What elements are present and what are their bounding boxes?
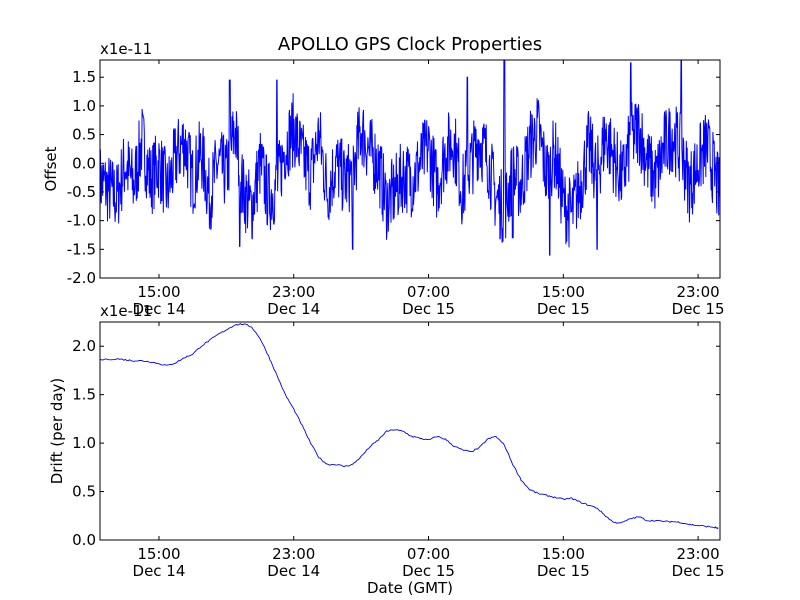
offset-plot-xtick-date-label: Dec 15	[672, 300, 725, 318]
offset-plot-ytick-label: 0.5	[72, 126, 96, 144]
drift-plot-frame	[99, 321, 721, 541]
offset-plot-xtick-date-label: Dec 14	[133, 300, 186, 318]
drift-plot-ytick-label: 0.0	[72, 531, 96, 549]
drift-plot-xtick-time-label: 23:00	[676, 545, 719, 563]
offset-plot-scale-label: x1e-11	[100, 40, 152, 58]
drift-plot-ytick-label: 2.0	[72, 337, 96, 355]
offset-plot-xtick-time-label: 23:00	[676, 283, 719, 301]
drift-plot-xtick-time-label: 07:00	[407, 545, 450, 563]
drift-plot-xtick-time-label: 23:00	[272, 545, 315, 563]
offset-plot-ylabel: Offset	[42, 146, 60, 191]
offset-plot-xtick-time-label: 15:00	[542, 283, 585, 301]
drift-plot-xtick-time-label: 15:00	[137, 545, 180, 563]
drift-plot-series-line	[100, 323, 719, 530]
offset-plot-xtick-date-label: Dec 15	[402, 300, 455, 318]
drift-plot-ytick-label: 1.0	[72, 434, 96, 452]
offset-plot-xtick-date-label: Dec 14	[267, 300, 320, 318]
offset-plot-xtick-time-label: 07:00	[407, 283, 450, 301]
offset-plot-xtick-time-label: 15:00	[137, 283, 180, 301]
offset-plot-xtick-time-label: 23:00	[272, 283, 315, 301]
offset-plot-frame	[99, 59, 721, 279]
offset-plot-ytick-label: 0.0	[72, 154, 96, 172]
drift-plot-ytick-label: 1.5	[72, 386, 96, 404]
drift-plot-xtick-date-label: Dec 15	[402, 562, 455, 580]
figure-title: APOLLO GPS Clock Properties	[278, 34, 542, 55]
drift-plot-ylabel: Drift (per day)	[48, 378, 66, 485]
drift-plot-scale-label: x1e-11	[100, 302, 152, 320]
offset-plot-ytick-label: -1.5	[67, 240, 96, 258]
offset-plot-ytick-label: 1.0	[72, 97, 96, 115]
drift-plot-ytick-label: 0.5	[72, 483, 96, 501]
offset-plot-ytick-label: -0.5	[67, 183, 96, 201]
offset-plot-ytick-label: 1.5	[72, 68, 96, 86]
offset-plot-series-line	[100, 60, 720, 256]
drift-plot-xtick-date-label: Dec 15	[672, 562, 725, 580]
offset-plot-xtick-date-label: Dec 15	[537, 300, 590, 318]
drift-plot-xtick-date-label: Dec 15	[537, 562, 590, 580]
offset-plot-ytick-label: -2.0	[67, 269, 96, 287]
offset-plot-ytick-label: -1.0	[67, 212, 96, 230]
drift-plot-xtick-date-label: Dec 14	[133, 562, 186, 580]
drift-plot-xtick-date-label: Dec 14	[267, 562, 320, 580]
drift-plot-xtick-time-label: 15:00	[542, 545, 585, 563]
drift-plot-xlabel: Date (GMT)	[367, 579, 453, 597]
